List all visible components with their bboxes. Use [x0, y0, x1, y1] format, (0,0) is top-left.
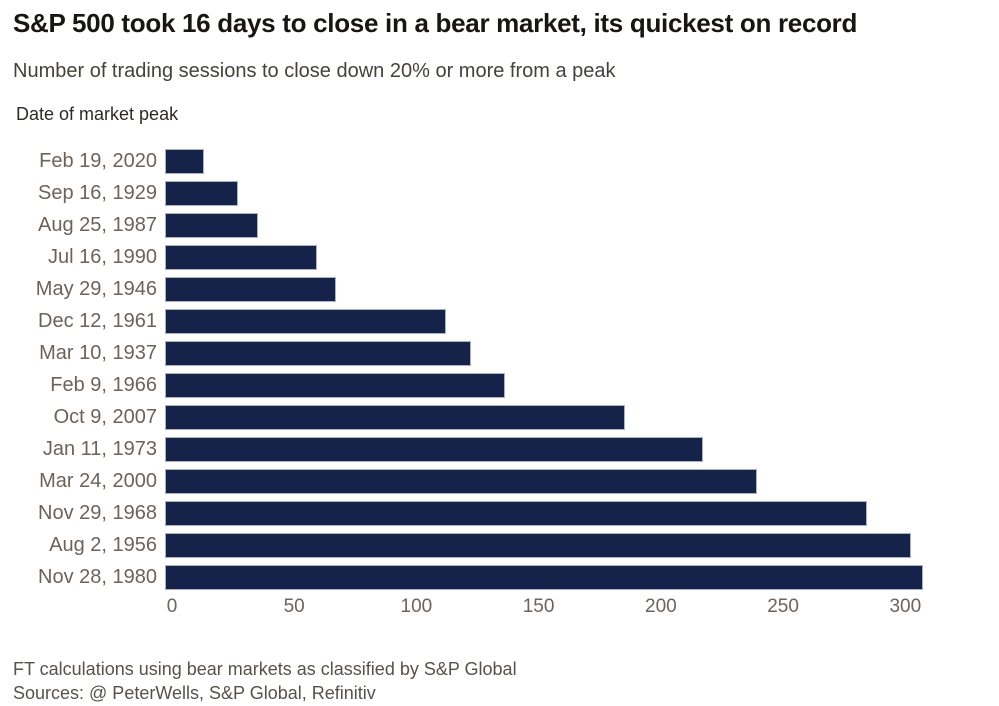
bar-track [165, 404, 973, 430]
bar-track [165, 436, 973, 462]
bar [165, 564, 923, 590]
bar-track [165, 532, 973, 558]
bar-row: Mar 24, 2000 [13, 465, 973, 497]
bar [165, 244, 317, 270]
bar [165, 180, 239, 206]
x-tick-label: 300 [889, 596, 922, 617]
bar-row: Dec 12, 1961 [13, 305, 973, 337]
bar-row: Jan 11, 1973 [13, 433, 973, 465]
bar [165, 436, 703, 462]
chart-title: S&P 500 took 16 days to close in a bear … [13, 8, 858, 38]
chart-footer: FT calculations using bear markets as cl… [13, 657, 517, 705]
category-label: Mar 10, 1937 [39, 341, 157, 364]
bar-row: Nov 28, 1980 [13, 561, 973, 593]
bar [165, 148, 205, 174]
bar-chart-plot-area: Feb 19, 2020 Sep 16, 1929 Aug 25, 1987 Jul … [13, 145, 973, 593]
bar-track [165, 148, 973, 174]
bar-row: Sep 16, 1929 [13, 177, 973, 209]
category-label: Jul 16, 1990 [48, 245, 157, 268]
category-label: Dec 12, 1961 [38, 309, 157, 332]
bar-track [165, 276, 973, 302]
category-label: Oct 9, 2007 [53, 405, 157, 428]
bar-row: Feb 19, 2020 [13, 145, 973, 177]
bar [165, 372, 505, 398]
bar [165, 468, 757, 494]
bar [165, 500, 867, 526]
bar [165, 532, 911, 558]
sources-line: Sources: @ PeterWells, S&P Global, Refin… [13, 683, 376, 703]
x-axis: 0 50 100 150 200 250 300 [165, 596, 965, 620]
bar [165, 340, 471, 366]
bar [165, 404, 625, 430]
x-tick-label: 100 [400, 596, 433, 617]
chart-subtitle: Number of trading sessions to close down… [13, 60, 616, 82]
bar-row: Nov 29, 1968 [13, 497, 973, 529]
bar-track [165, 340, 973, 366]
category-label: Feb 19, 2020 [39, 149, 157, 172]
category-label: May 29, 1946 [35, 277, 157, 300]
x-tick-label: 0 [166, 596, 178, 617]
y-axis-title: Date of market peak [16, 104, 179, 124]
category-label: Aug 25, 1987 [38, 213, 157, 236]
bar-track [165, 308, 973, 334]
bar-track [165, 468, 973, 494]
x-tick-label: 150 [522, 596, 555, 617]
bar [165, 308, 447, 334]
bar-track [165, 180, 973, 206]
category-label: Nov 29, 1968 [38, 501, 157, 524]
bar-row: Oct 9, 2007 [13, 401, 973, 433]
x-tick-label: 50 [283, 596, 305, 617]
bar-row: Aug 2, 1956 [13, 529, 973, 561]
x-tick-label: 250 [767, 596, 799, 617]
bar-track [165, 500, 973, 526]
bar [165, 276, 337, 302]
category-label: Aug 2, 1956 [49, 533, 157, 556]
bar-row: Mar 10, 1937 [13, 337, 973, 369]
bar-track [165, 212, 973, 238]
bar-row: May 29, 1946 [13, 273, 973, 305]
bar-row: Jul 16, 1990 [13, 241, 973, 273]
category-label: Jan 11, 1973 [42, 437, 157, 460]
bar-track [165, 372, 973, 398]
category-label: Feb 9, 1966 [50, 373, 157, 396]
bar-row: Feb 9, 1966 [13, 369, 973, 401]
bar-track [165, 564, 973, 590]
category-label: Nov 28, 1980 [38, 565, 157, 588]
bar-track [165, 244, 973, 270]
bar-row: Aug 25, 1987 [13, 209, 973, 241]
category-label: Sep 16, 1929 [38, 181, 157, 204]
bar [165, 212, 258, 238]
footnote: FT calculations using bear markets as cl… [13, 659, 517, 679]
category-label: Mar 24, 2000 [39, 469, 157, 492]
x-tick-label: 200 [645, 596, 677, 617]
